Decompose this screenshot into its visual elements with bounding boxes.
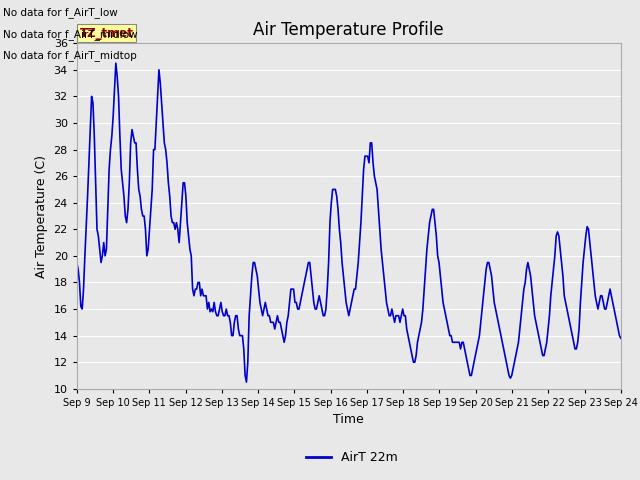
Y-axis label: Air Temperature (C): Air Temperature (C) <box>35 155 48 277</box>
Legend: AirT 22m: AirT 22m <box>301 446 403 469</box>
Text: No data for f_AirT_midlow: No data for f_AirT_midlow <box>3 29 138 40</box>
X-axis label: Time: Time <box>333 413 364 426</box>
Title: Air Temperature Profile: Air Temperature Profile <box>253 21 444 39</box>
Text: No data for f_AirT_midtop: No data for f_AirT_midtop <box>3 50 137 61</box>
Text: TZ_tmet: TZ_tmet <box>79 27 133 40</box>
Text: No data for f_AirT_low: No data for f_AirT_low <box>3 7 118 18</box>
